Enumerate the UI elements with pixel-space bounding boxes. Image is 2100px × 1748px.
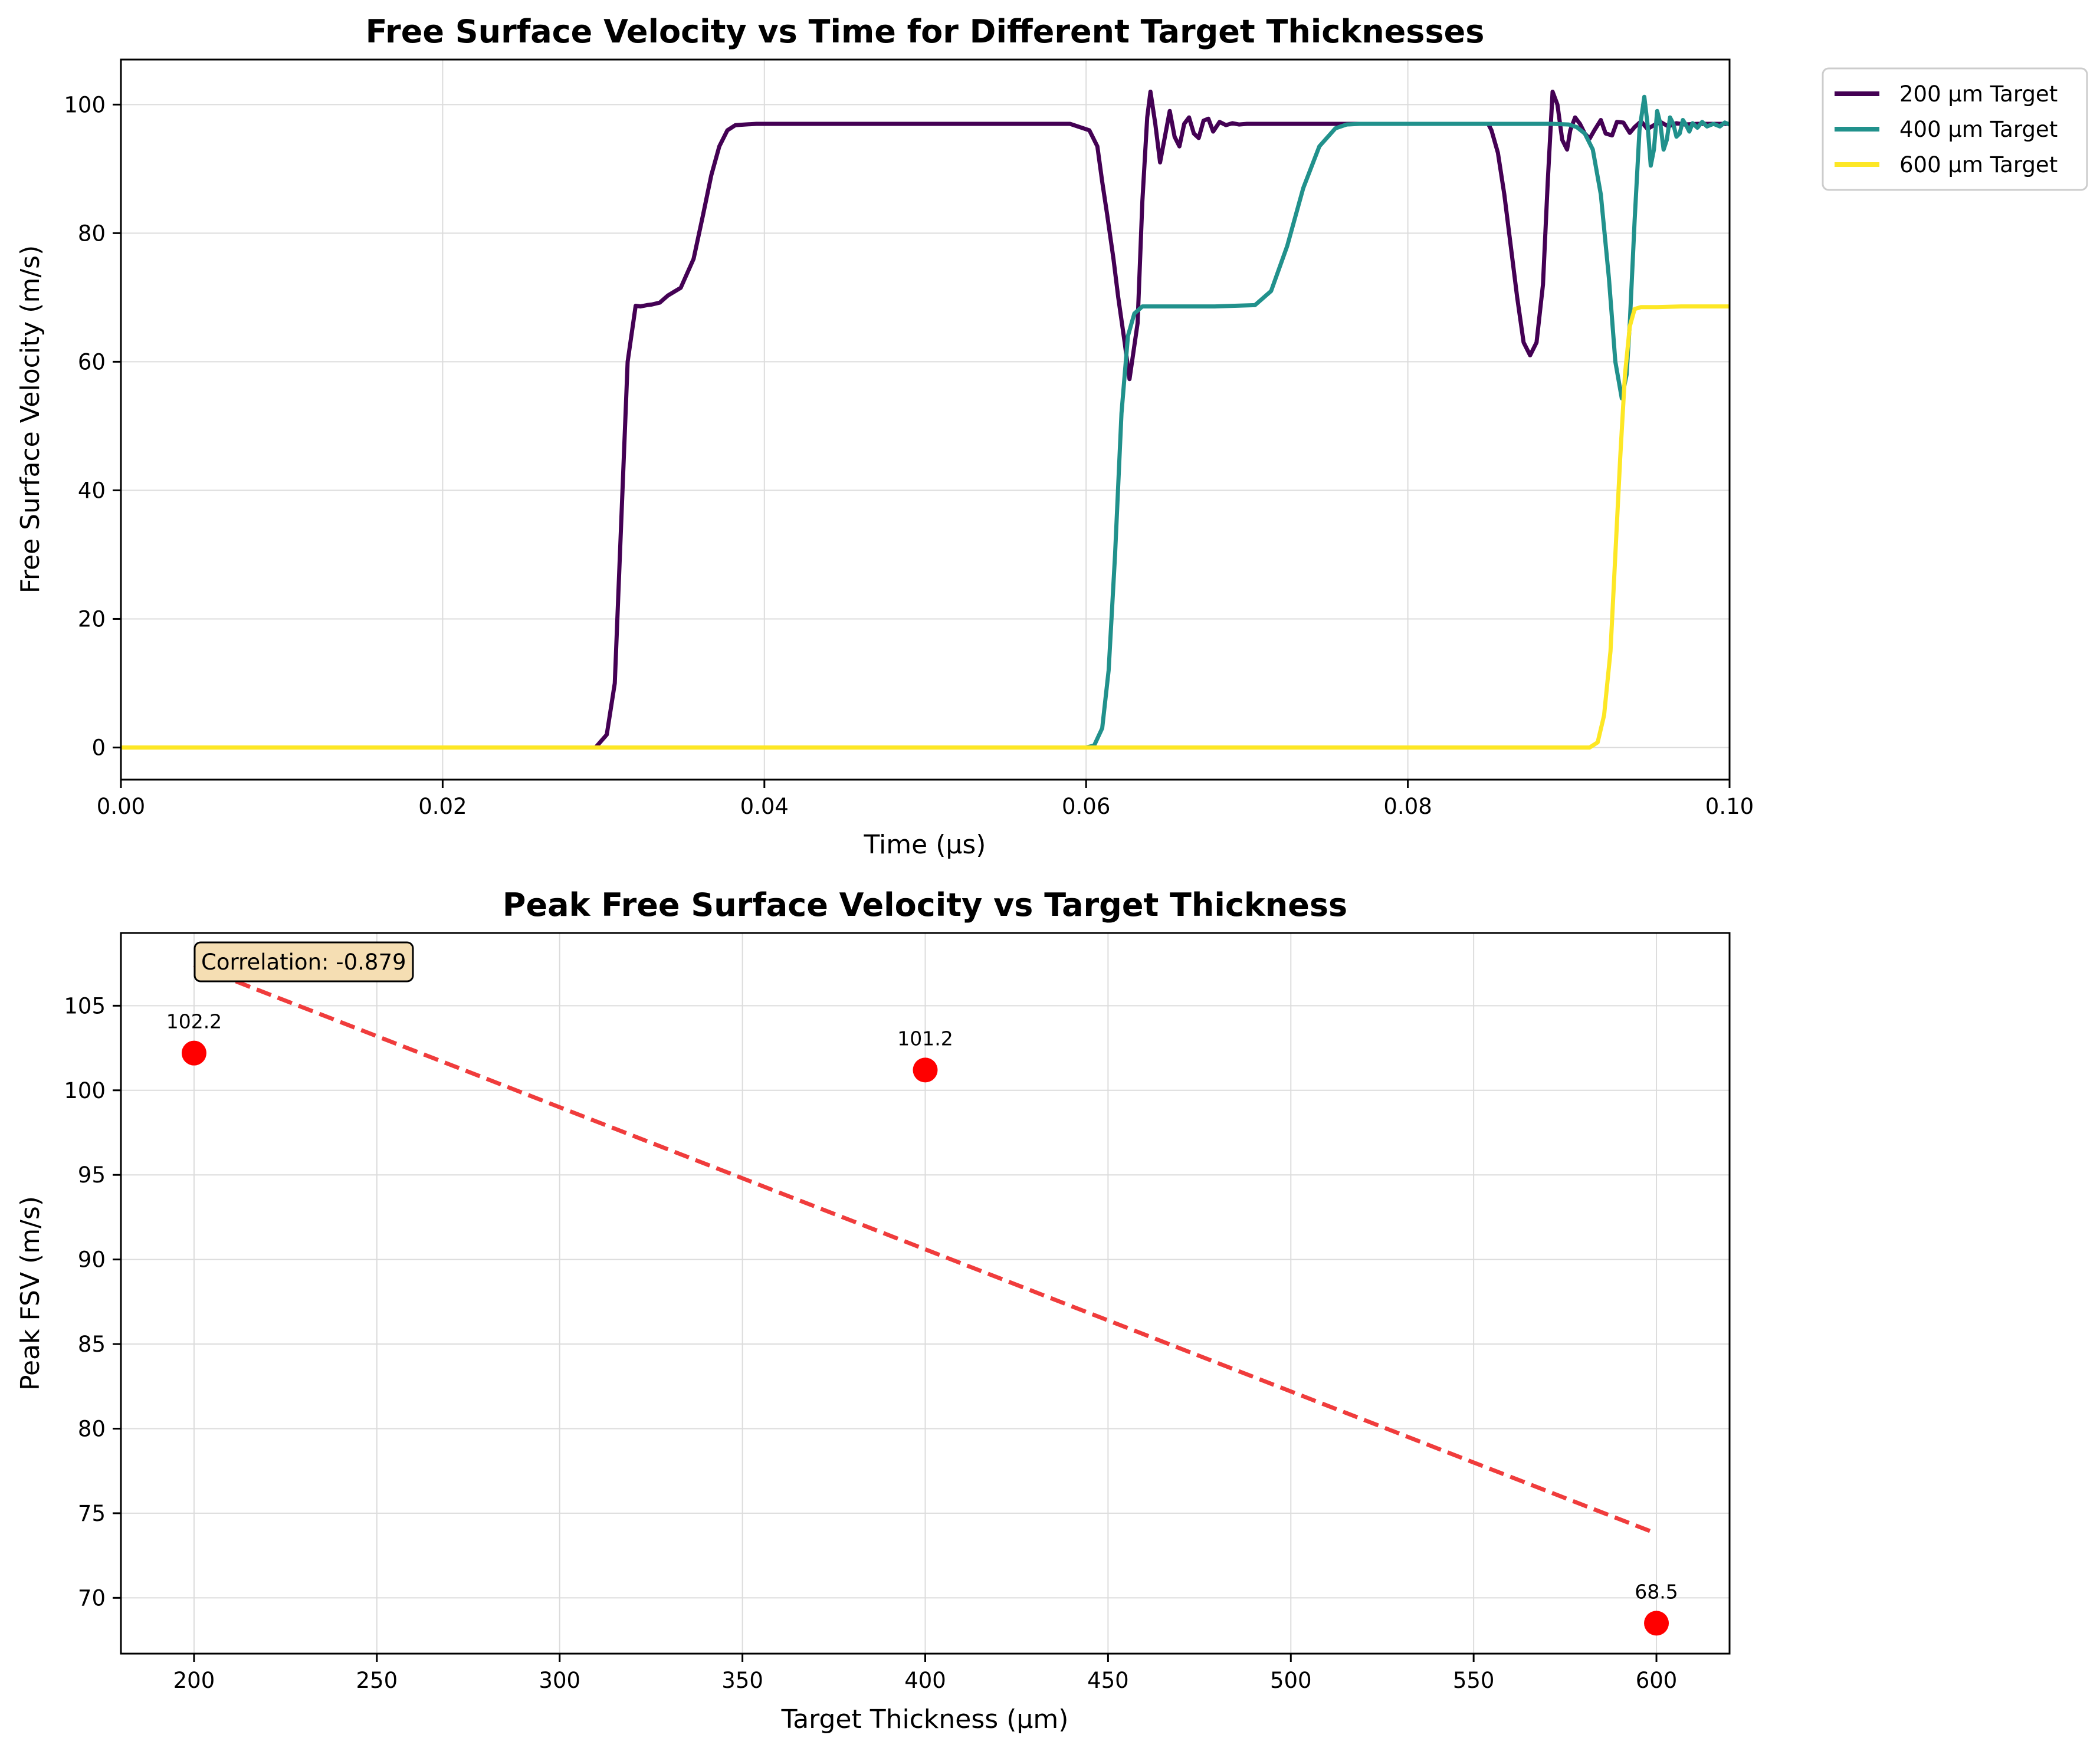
bottom-chart-title: Peak Free Surface Velocity vs Target Thi…: [503, 886, 1347, 924]
series-line-400: [121, 94, 1730, 750]
top-y-tick-label: 100: [64, 92, 106, 117]
bottom-y-tick-label: 85: [78, 1332, 106, 1357]
bottom-y-tick-label: 70: [78, 1585, 106, 1611]
bottom-y-tick-label: 105: [64, 993, 106, 1018]
bottom-x-tick-label: 450: [1087, 1668, 1129, 1693]
top-chart-y-axis-label: Free Surface Velocity (m/s): [15, 245, 45, 594]
bottom-x-tick-label: 300: [539, 1668, 580, 1693]
trend-line: [193, 963, 1658, 1536]
bottom-x-tick-label: 500: [1270, 1668, 1312, 1693]
scatter-point: [181, 1040, 206, 1066]
legend-entry-400: 400 μm Target: [1899, 117, 2058, 142]
point-value-label: 102.2: [166, 1010, 222, 1033]
top-y-tick-label: 20: [78, 606, 106, 632]
legend-entry-600: 600 μm Target: [1899, 152, 2058, 178]
legend: 200 μm Target 400 μm Target 600 μm Targe…: [1822, 67, 2088, 191]
series-line-600: [121, 304, 1730, 750]
top-chart-series: [121, 90, 1730, 750]
top-x-tick-label: 0.04: [740, 794, 789, 819]
bottom-chart-marks: 102.2 101.2 68.5: [166, 963, 1678, 1636]
bottom-y-tick-label: 80: [78, 1416, 106, 1441]
scatter-point: [1644, 1611, 1669, 1636]
bottom-x-tick-label: 400: [904, 1668, 946, 1693]
scatter-point: [913, 1057, 938, 1083]
top-y-tick-label: 0: [91, 735, 106, 760]
bottom-chart-ticks: 200 250 300 350 400 450 500 550 600 70 75 80 85 90 95 1…: [64, 993, 1677, 1693]
bottom-x-tick-label: 600: [1636, 1668, 1678, 1693]
point-value-label: 68.5: [1635, 1580, 1678, 1603]
top-x-tick-label: 0.08: [1383, 794, 1432, 819]
bottom-x-tick-label: 550: [1453, 1668, 1495, 1693]
bottom-x-tick-label: 250: [356, 1668, 398, 1693]
top-x-tick-label: 0.10: [1705, 794, 1754, 819]
top-chart-title: Free Surface Velocity vs Time for Differ…: [366, 13, 1485, 50]
bottom-chart-y-axis-label: Peak FSV (m/s): [15, 1196, 45, 1391]
bottom-y-tick-label: 75: [78, 1501, 106, 1526]
top-chart-x-axis-label: Time (μs): [864, 830, 986, 860]
bottom-y-tick-label: 90: [78, 1247, 106, 1273]
top-x-tick-label: 0.00: [97, 794, 145, 819]
top-x-tick-label: 0.06: [1062, 794, 1110, 819]
top-y-tick-label: 40: [78, 478, 106, 503]
top-chart-frame: [120, 58, 1731, 781]
bottom-x-tick-label: 350: [721, 1668, 763, 1693]
velocity-time-chart: 0.00 0.02 0.04 0.06 0.08 0.10 0 20 40 60 80 100 Fre…: [15, 13, 2088, 860]
top-chart-grid: [120, 60, 1730, 780]
bottom-y-tick-label: 100: [64, 1078, 106, 1103]
top-chart-ticks: 0.00 0.02 0.04 0.06 0.08 0.10 0 20 40 60 80 100: [64, 92, 1754, 819]
legend-entry-200: 200 μm Target: [1899, 81, 2058, 107]
top-x-tick-label: 0.02: [418, 794, 467, 819]
top-y-tick-label: 80: [78, 221, 106, 246]
series-line-200: [121, 90, 1730, 750]
peak-thickness-chart: 102.2 101.2 68.5 200 250 300 350 400 450 500 550 6…: [15, 886, 1731, 1734]
bottom-x-tick-label: 200: [173, 1668, 215, 1693]
top-y-tick-label: 60: [78, 349, 106, 374]
correlation-annotation: Correlation: -0.879: [193, 941, 414, 983]
bottom-y-tick-label: 95: [78, 1162, 106, 1188]
legend-frame: [1822, 67, 2088, 191]
point-value-label: 101.2: [897, 1027, 953, 1050]
correlation-box: [193, 941, 414, 983]
correlation-text: Correlation: -0.879: [201, 949, 406, 975]
bottom-chart-x-axis-label: Target Thickness (μm): [781, 1704, 1069, 1734]
